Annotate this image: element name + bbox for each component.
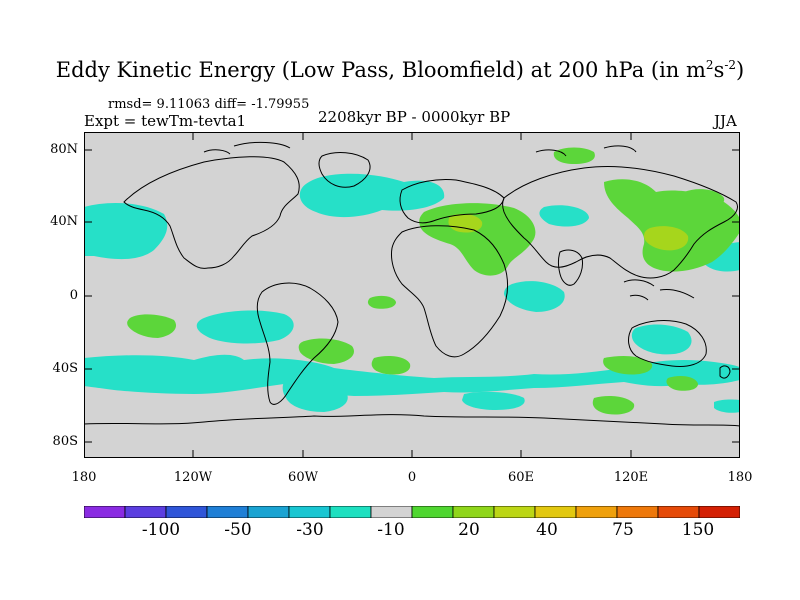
- green-region-mediterranean: [419, 203, 536, 276]
- cyan-region-south-pacific-small: [714, 399, 740, 413]
- colorbar-swatch: [247, 506, 290, 518]
- australia-coast: [628, 320, 707, 367]
- green-region-north-pacific-small: [682, 189, 725, 209]
- cyan-region-north-atlantic-small: [539, 205, 589, 227]
- lat-label: 80N: [50, 142, 78, 157]
- experiment-label: Expt = tewTm-tevta1: [84, 112, 247, 130]
- green-region-southern-ocean-east: [603, 356, 653, 375]
- cyan-region-south-atlantic: [282, 380, 348, 412]
- antarctica-coast: [84, 414, 740, 427]
- europe-coast: [399, 179, 505, 224]
- colorbar-label: -100: [141, 520, 181, 540]
- lon-label: 60E: [507, 470, 535, 485]
- colorbar-swatch: [452, 506, 495, 518]
- lon-label: 180: [71, 470, 97, 485]
- green-region-south-atlantic: [371, 356, 411, 375]
- arctic-islands: [203, 141, 637, 157]
- coastlines: [84, 141, 740, 427]
- green-region-south-america: [298, 338, 354, 364]
- colorbar-label: 40: [536, 520, 558, 540]
- colorbar-swatch: [657, 506, 700, 518]
- lon-label: 120W: [173, 470, 213, 485]
- colorbar-swatch: [575, 506, 618, 518]
- colorbar-swatch: [165, 506, 208, 518]
- cyan-region-north-atlantic: [299, 173, 445, 218]
- cyan-region-south-indian: [462, 391, 525, 410]
- greenland-coast: [318, 152, 371, 188]
- colorbar-label: -50: [224, 520, 252, 540]
- lat-label: 80S: [52, 434, 78, 449]
- green-region-tropical-atlantic: [367, 295, 396, 309]
- africa-coast: [391, 225, 508, 358]
- colorbar-label: -10: [377, 520, 405, 540]
- colorbar-swatch: [493, 506, 536, 518]
- colorbar-swatch: [534, 506, 577, 518]
- southeast-asia-islands: [623, 279, 695, 301]
- yellowgreen-region-mediterranean: [448, 214, 483, 233]
- colorbar-label: 20: [458, 520, 480, 540]
- lat-label: 0: [69, 288, 78, 303]
- yellowgreen-region-east-asia: [644, 226, 689, 251]
- period-label: 2208kyr BP - 0000kyr BP: [318, 108, 511, 126]
- map-panel: [84, 132, 740, 458]
- colorbar-swatch: [329, 506, 372, 518]
- cyan-region-tropical-pacific: [196, 310, 294, 344]
- cyan-region-australia: [631, 324, 692, 355]
- new-zealand-coast: [719, 365, 731, 379]
- map-background: [84, 132, 740, 458]
- season-label: JJA: [714, 112, 737, 130]
- colorbar-label: -30: [296, 520, 324, 540]
- anomaly-fill-layer: [84, 147, 740, 415]
- colorbar-label: 150: [681, 520, 715, 540]
- south-america-coast: [256, 282, 339, 405]
- lon-label: 120E: [613, 470, 649, 485]
- cyan-region-indian-ocean: [504, 281, 565, 312]
- colorbar-swatch: [370, 506, 413, 518]
- india-coast: [558, 249, 583, 286]
- green-region-south-indian: [592, 396, 635, 415]
- colorbar-swatch: [84, 506, 126, 518]
- plot-title: Eddy Kinetic Energy (Low Pass, Bloomfiel…: [55, 58, 745, 82]
- cyan-region-north-pacific-east: [84, 202, 168, 260]
- north-america-coast: [123, 156, 300, 269]
- cyan-region-southern-ocean-band: [84, 354, 740, 396]
- lon-label: 60W: [288, 470, 318, 485]
- lat-label: 40S: [52, 361, 78, 376]
- colorbar-swatch: [124, 506, 167, 518]
- colorbar-swatch: [698, 506, 740, 518]
- colorbar: [84, 506, 740, 518]
- green-region-arctic: [553, 147, 595, 164]
- colorbar-swatch: [206, 506, 249, 518]
- axis-ticks: [84, 132, 740, 458]
- stats-line: rmsd= 9.11063 diff= -1.79955: [108, 97, 310, 112]
- asia-coast: [502, 165, 738, 279]
- lon-label: 0: [407, 470, 417, 485]
- lat-label: 40N: [50, 214, 78, 229]
- colorbar-swatch: [288, 506, 331, 518]
- colorbar-label: 75: [612, 520, 634, 540]
- colorbar-swatch: [616, 506, 659, 518]
- green-region-south-small: [666, 376, 698, 391]
- colorbar-swatch: [411, 506, 454, 518]
- green-region-tropical-pacific: [127, 314, 177, 338]
- lon-label: 180: [727, 470, 753, 485]
